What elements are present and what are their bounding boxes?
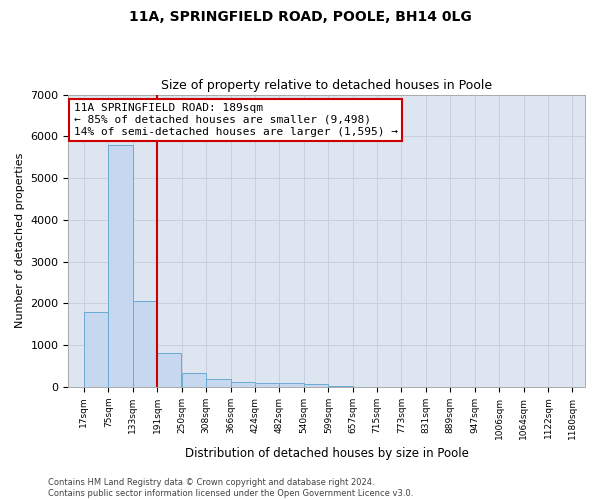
Bar: [206, 379, 230, 387]
Bar: [279, 382, 304, 387]
Bar: [255, 382, 279, 387]
Bar: [182, 373, 206, 387]
Text: 11A SPRINGFIELD ROAD: 189sqm
← 85% of detached houses are smaller (9,498)
14% of: 11A SPRINGFIELD ROAD: 189sqm ← 85% of de…: [74, 104, 398, 136]
Bar: [304, 384, 328, 387]
X-axis label: Distribution of detached houses by size in Poole: Distribution of detached houses by size …: [185, 447, 469, 460]
Text: 11A, SPRINGFIELD ROAD, POOLE, BH14 0LG: 11A, SPRINGFIELD ROAD, POOLE, BH14 0LG: [128, 10, 472, 24]
Bar: [133, 301, 157, 387]
Bar: [157, 352, 181, 387]
Y-axis label: Number of detached properties: Number of detached properties: [15, 153, 25, 328]
Text: Contains HM Land Registry data © Crown copyright and database right 2024.
Contai: Contains HM Land Registry data © Crown c…: [48, 478, 413, 498]
Title: Size of property relative to detached houses in Poole: Size of property relative to detached ho…: [161, 79, 492, 92]
Bar: [230, 382, 255, 387]
Bar: [84, 312, 109, 387]
Bar: [109, 144, 133, 387]
